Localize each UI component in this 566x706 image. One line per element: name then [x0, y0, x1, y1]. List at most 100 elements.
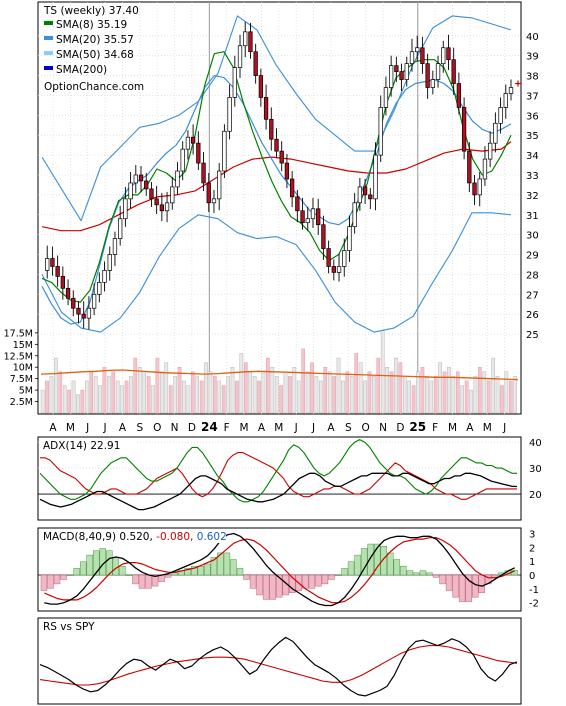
- macd-hist-bar-44: [328, 574, 335, 580]
- x-label-26: J: [502, 422, 506, 434]
- volume-bar-89: [433, 376, 438, 414]
- macd-tick-2: 0: [529, 571, 535, 582]
- adx-tick-1: 30: [529, 464, 542, 475]
- candle-body-56: [331, 266, 336, 273]
- candle-body-76: [435, 63, 441, 80]
- x-label-15: J: [311, 422, 315, 434]
- candle-body-89: [503, 93, 508, 108]
- price-tick-10: 35: [526, 131, 539, 142]
- candle-body-13: [107, 254, 112, 271]
- volume-bar-33: [186, 385, 191, 414]
- x-axis-labels: A M J J A S O N D 24 F M A M J J A S O N D 25 F M A M J: [49, 420, 506, 434]
- macd-hist-bar-24: [197, 565, 205, 576]
- volume-bar-97: [469, 389, 473, 414]
- volume-bar-90: [438, 362, 442, 414]
- volume-bar-1: [45, 380, 49, 414]
- price-tick-2: 27: [526, 290, 539, 301]
- candle-body-45: [274, 138, 279, 152]
- candle-body-67: [388, 65, 394, 88]
- x-label-13: M: [274, 422, 283, 434]
- price-tick-8: 33: [526, 171, 539, 182]
- volume-bar-91: [442, 371, 447, 414]
- rs-panel: RS vs SPY: [37, 617, 522, 705]
- legend-swatch-0: [44, 21, 53, 25]
- macd-hist-bar-26: [210, 557, 218, 576]
- macd-hist-bar-12: [119, 565, 126, 576]
- macd-hist-bar-59: [426, 572, 433, 576]
- candle-body-18: [133, 174, 138, 184]
- volume-bar-52: [270, 367, 275, 414]
- macd-hist-bar-25: [204, 563, 211, 576]
- macd-hist-bar-3: [60, 574, 67, 580]
- bollinger-lower: [41, 212, 512, 333]
- candle-body-33: [211, 198, 217, 204]
- macd-hist-bar-32: [249, 574, 257, 589]
- volume-bar-29: [168, 385, 173, 414]
- volume-bar-104: [500, 385, 504, 414]
- macd-hist-bar-54: [393, 559, 401, 576]
- macd-hist-bar-13: [125, 574, 133, 576]
- candle-body-20: [144, 180, 149, 190]
- volume-bar-65: [327, 371, 332, 414]
- volume-bar-73: [363, 380, 367, 414]
- price-grid: [38, 2, 521, 414]
- macd-hist-bar-38: [289, 574, 296, 593]
- volume-bar-47: [248, 371, 252, 414]
- macd-hist-bar-47: [347, 561, 355, 576]
- volume-tick-2: 12.5M: [4, 351, 33, 362]
- price-tick-7: 32: [526, 191, 539, 202]
- volume-bar-24: [146, 376, 151, 414]
- candle-body-12: [102, 270, 107, 283]
- candle-body-90: [508, 87, 514, 94]
- candle-body-24: [164, 202, 170, 212]
- macd-label: MACD(8,40,9) 0.520, -0.080, 0.602: [43, 531, 227, 543]
- adx-tick-0: 20: [529, 490, 542, 501]
- candle-body-26: [175, 170, 180, 188]
- adx-label: ADX(14) 22.91: [43, 440, 120, 452]
- volume-bar-3: [54, 357, 58, 414]
- volume-bar-94: [455, 371, 460, 414]
- volume-bar-40: [217, 380, 222, 414]
- volume-bar-46: [243, 362, 248, 414]
- volume-bar-77: [380, 330, 385, 414]
- volume-bar-86: [420, 367, 425, 414]
- volume-bar-5: [62, 385, 67, 414]
- rs-label: RS vs SPY: [43, 621, 95, 633]
- adx-tick-2: 40: [529, 438, 542, 449]
- x-label-7: N: [171, 422, 179, 434]
- macd-hist-bar-60: [432, 574, 440, 578]
- volume-bar-18: [120, 385, 124, 414]
- candle-body-6: [71, 297, 76, 309]
- macd-hist-bar-61: [439, 574, 446, 585]
- volume-bar-85: [416, 371, 420, 414]
- x-label-0: A: [49, 422, 57, 434]
- macd-hist-bar-53: [387, 552, 394, 576]
- macd-hist-bar-56: [406, 570, 414, 576]
- candle-body-17: [128, 182, 133, 200]
- candle-body-69: [399, 71, 404, 80]
- price-tick-13: 38: [526, 72, 539, 83]
- x-label-14: J: [294, 422, 298, 434]
- macd-y-ticks: -2 -1 0 1 2 3: [529, 530, 539, 610]
- legend-text-1: SMA(20) 35.57: [56, 34, 134, 46]
- macd-hist-bar-64: [458, 574, 466, 602]
- volume-bar-84: [411, 385, 416, 414]
- volume-bar-55: [283, 371, 288, 414]
- volume-bar-49: [257, 380, 261, 414]
- macd-hist-bar-35: [269, 574, 276, 600]
- adx-lines: [39, 439, 518, 511]
- adx-panel: 20 30 40 ADX(14) 22.91: [37, 436, 542, 521]
- macd-tick-5: 3: [529, 530, 535, 541]
- candle-body-74: [425, 63, 430, 88]
- volume-bar-54: [279, 385, 283, 414]
- macd-hist-bar-57: [413, 572, 420, 576]
- volume-bar-42: [226, 376, 230, 414]
- volume-bar-34: [190, 371, 195, 414]
- macd-hist-bar-17: [151, 574, 159, 587]
- price-y-ticks: 25 26 27 28 29 30 31 32 33 34 35 36 37 38 39 40: [526, 32, 539, 341]
- adx-y-ticks: 20 30 40: [529, 438, 542, 501]
- price-tick-1: 26: [526, 310, 539, 321]
- volume-bars: [40, 330, 519, 414]
- legend-text-3: SMA(200): [56, 64, 107, 76]
